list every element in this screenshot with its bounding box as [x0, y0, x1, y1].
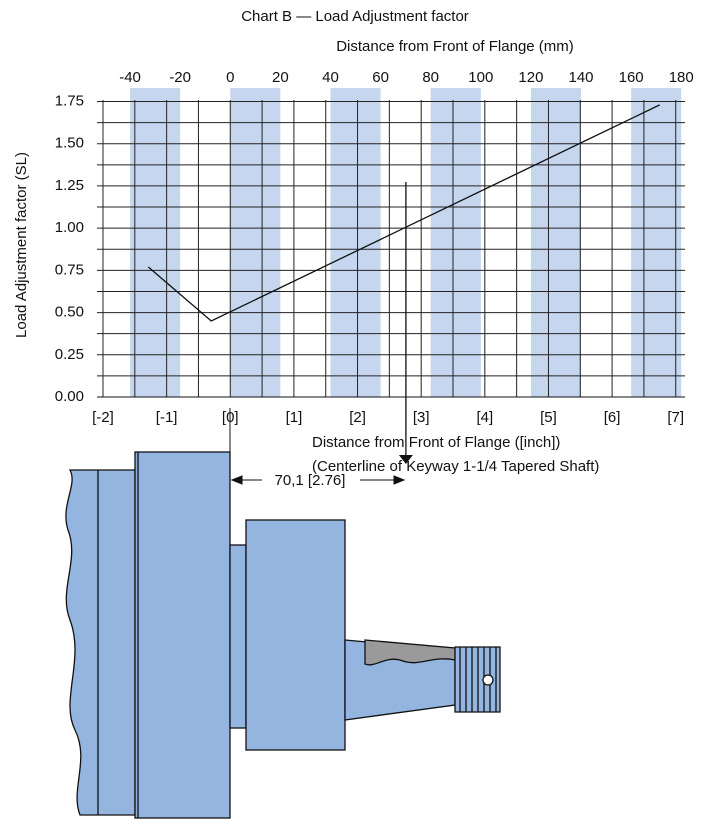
x2-tick-label: [5]	[540, 409, 557, 426]
x2-tick-label: [-2]	[92, 409, 114, 426]
shaft-drawing	[65, 451, 501, 819]
y-tick-label: 0.25	[55, 346, 84, 363]
y-axis-title: Load Adjustment factor (SL)	[13, 152, 30, 338]
dimension-label: 70,1 [2.76]	[275, 472, 346, 489]
x-tick-label: 140	[569, 69, 594, 86]
band	[631, 88, 682, 397]
marker-arrow	[398, 455, 413, 464]
y-tick-label: 1.00	[55, 219, 84, 236]
x2-tick-label: [-1]	[156, 409, 178, 426]
flange-back	[65, 469, 136, 816]
x-tick-label: -20	[169, 69, 191, 86]
keyway	[364, 639, 456, 666]
hub	[245, 519, 346, 751]
x-tick-label: 60	[372, 69, 389, 86]
x2-axis-title: Distance from Front of Flange ([inch])	[312, 434, 560, 451]
band	[530, 88, 582, 397]
band	[130, 88, 181, 397]
x2-tick-label: [3]	[413, 409, 430, 426]
x-tick-label: 40	[322, 69, 339, 86]
arrow	[230, 475, 243, 485]
dimension	[229, 408, 406, 485]
flange-body	[134, 451, 231, 819]
x2-tick-label: [7]	[667, 409, 684, 426]
band	[330, 88, 381, 397]
y-tick-label: 0.50	[55, 304, 84, 321]
x-tick-label: 20	[272, 69, 289, 86]
x-tick-label: 160	[619, 69, 644, 86]
x2-tick-label: [2]	[349, 409, 366, 426]
x-tick-label: 100	[468, 69, 493, 86]
y-tick-label: 1.50	[55, 135, 84, 152]
band	[230, 88, 281, 397]
x-axis-title: Distance from Front of Flange (mm)	[336, 38, 574, 55]
x-tick-label: 120	[518, 69, 543, 86]
y-tick-label: 0.00	[55, 388, 84, 405]
x-tick-label: 0	[226, 69, 234, 86]
x2-tick-label: [1]	[286, 409, 303, 426]
ring	[229, 544, 247, 729]
arrow	[393, 475, 406, 485]
x2-tick-label: [6]	[604, 409, 621, 426]
x-tick-label: 80	[422, 69, 439, 86]
x-tick-label: 180	[669, 69, 694, 86]
y-tick-label: 1.75	[55, 92, 84, 109]
chart-title: Chart B — Load Adjustment factor	[241, 8, 469, 25]
band	[430, 88, 481, 397]
y-tick-label: 0.75	[55, 261, 84, 278]
x2-axis-title: (Centerline of Keyway 1-1/4 Tapered Shaf…	[312, 458, 599, 475]
hole	[482, 674, 494, 686]
plot-area: 0.00 0.25 0.50 0.75 1.00 1.25 1.50 1.75 [-2] [-1]…	[55, 69, 694, 426]
x-tick-label: -40	[119, 69, 141, 86]
x2-tick-label: [4]	[476, 409, 493, 426]
data-line	[147, 104, 660, 322]
y-tick-label: 1.25	[55, 177, 84, 194]
